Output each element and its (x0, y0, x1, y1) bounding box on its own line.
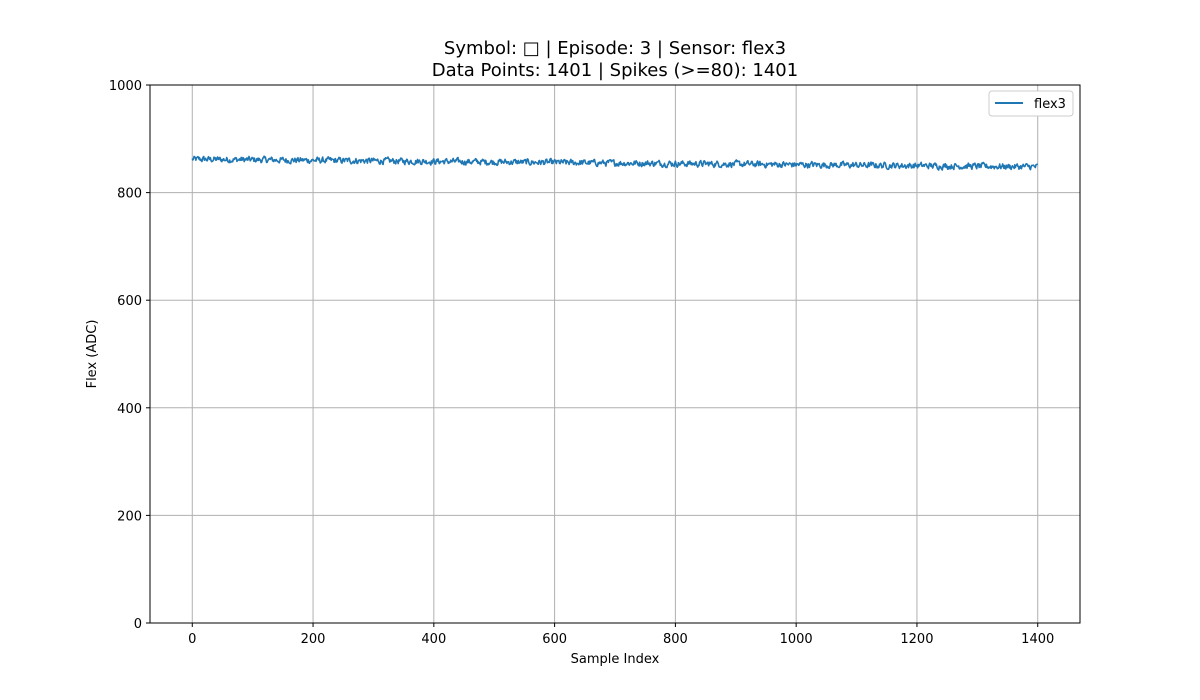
legend: flex3 (988, 90, 1074, 117)
series-layer (191, 155, 1038, 171)
legend-label-flex3: flex3 (1034, 97, 1066, 112)
y-tick-label: 400 (117, 402, 142, 417)
x-tick-label: 1200 (900, 632, 933, 647)
y-axis-ticks: 0 200 400 600 800 1000 (109, 79, 150, 632)
y-tick-label: 800 (117, 187, 142, 202)
x-tick-label: 1000 (780, 632, 813, 647)
x-axis-label: Sample Index (571, 652, 660, 667)
y-tick-label: 200 (117, 509, 142, 524)
x-tick-label: 800 (663, 632, 688, 647)
legend-box (988, 90, 1074, 117)
y-axis-label: Flex (ADC) (85, 320, 100, 389)
x-tick-label: 1400 (1021, 632, 1054, 647)
x-axis-ticks: 0 200 400 600 800 1000 1200 1400 (188, 623, 1054, 647)
x-tick-label: 400 (421, 632, 446, 647)
series-line-flex3 (191, 155, 1038, 171)
x-tick-label: 600 (542, 632, 567, 647)
x-tick-label: 200 (301, 632, 326, 647)
chart-title-line-1: Symbol: □ | Episode: 3 | Sensor: flex3 (444, 38, 786, 59)
axes-frame (149, 84, 1081, 624)
y-tick-label: 600 (117, 294, 142, 309)
y-tick-label: 0 (134, 617, 142, 632)
y-tick-label: 1000 (109, 79, 142, 94)
x-tick-label: 0 (188, 632, 196, 647)
chart-title-line-2: Data Points: 1401 | Spikes (>=80): 1401 (432, 60, 798, 81)
